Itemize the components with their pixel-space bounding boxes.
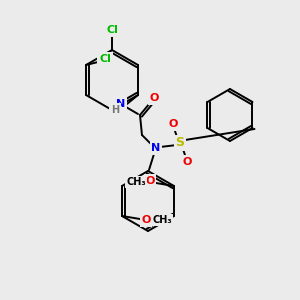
- Text: H: H: [111, 105, 119, 115]
- Text: O: O: [145, 176, 154, 186]
- Text: CH₃: CH₃: [152, 215, 172, 225]
- Text: O: O: [168, 119, 178, 129]
- Text: CH₃: CH₃: [126, 177, 146, 187]
- Text: Cl: Cl: [106, 25, 118, 35]
- Text: O: O: [182, 157, 192, 167]
- Text: N: N: [116, 99, 126, 109]
- Text: S: S: [176, 136, 184, 149]
- Text: O: O: [149, 93, 159, 103]
- Text: O: O: [141, 215, 151, 225]
- Text: Cl: Cl: [99, 54, 111, 64]
- Text: N: N: [152, 143, 160, 153]
